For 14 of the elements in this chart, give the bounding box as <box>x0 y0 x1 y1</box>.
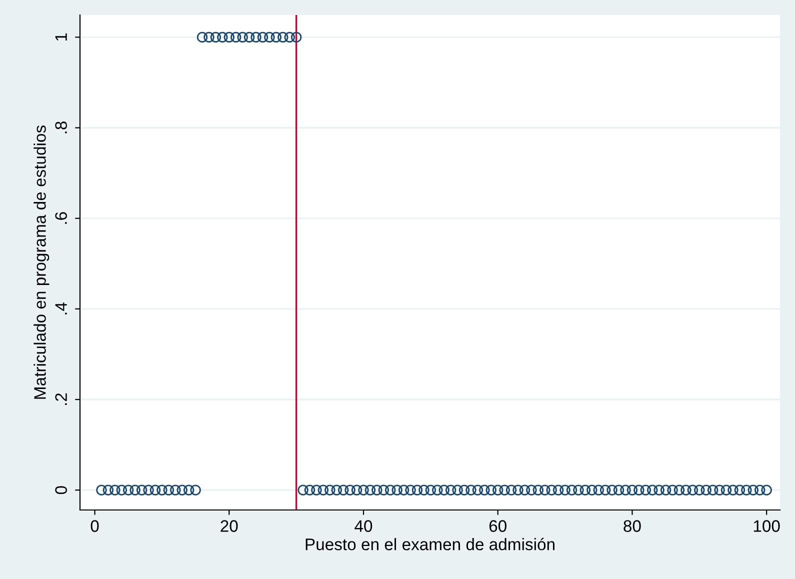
x-tick-label: 0 <box>90 520 99 532</box>
y-tick-label: .8 <box>55 122 67 134</box>
x-tick-label: 40 <box>354 520 372 532</box>
x-axis-title: Puesto en el examen de admisión <box>306 538 554 550</box>
x-tick-label: 80 <box>624 520 641 532</box>
x-tick-label: 100 <box>754 520 780 532</box>
x-tick-label: 60 <box>489 520 506 532</box>
x-tick-label: 20 <box>220 520 238 532</box>
y-tick-label: .2 <box>55 393 67 405</box>
y-axis-title: Matriculado en programa de estudios <box>34 126 50 399</box>
y-tick-label: .4 <box>55 302 67 314</box>
y-tick-label: 1 <box>55 33 67 41</box>
y-tick-label: 0 <box>55 486 67 494</box>
y-tick-label: .6 <box>55 212 67 224</box>
